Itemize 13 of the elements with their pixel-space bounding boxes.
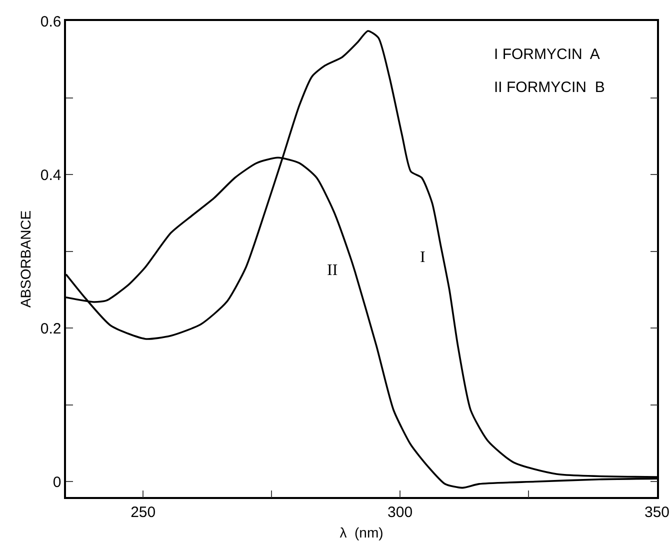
x-axis-title: λ (nm) bbox=[340, 524, 384, 541]
annotation: I FORMYCIN A bbox=[494, 46, 600, 63]
annotation: II FORMYCIN B bbox=[494, 79, 605, 96]
series-label: I bbox=[420, 249, 426, 266]
y-axis-title: ABSORBANCE bbox=[17, 210, 34, 308]
x-tick-label: 300 bbox=[388, 504, 413, 521]
x-tick-label: 250 bbox=[130, 504, 156, 521]
y-tick-label: 0.6 bbox=[40, 13, 62, 30]
y-tick-label: 0 bbox=[52, 474, 62, 491]
y-tick-label: 0.2 bbox=[40, 320, 62, 338]
x-tick-label: 350 bbox=[644, 504, 670, 521]
y-tick-label: 0.4 bbox=[40, 166, 62, 184]
series-label: II bbox=[327, 262, 338, 279]
